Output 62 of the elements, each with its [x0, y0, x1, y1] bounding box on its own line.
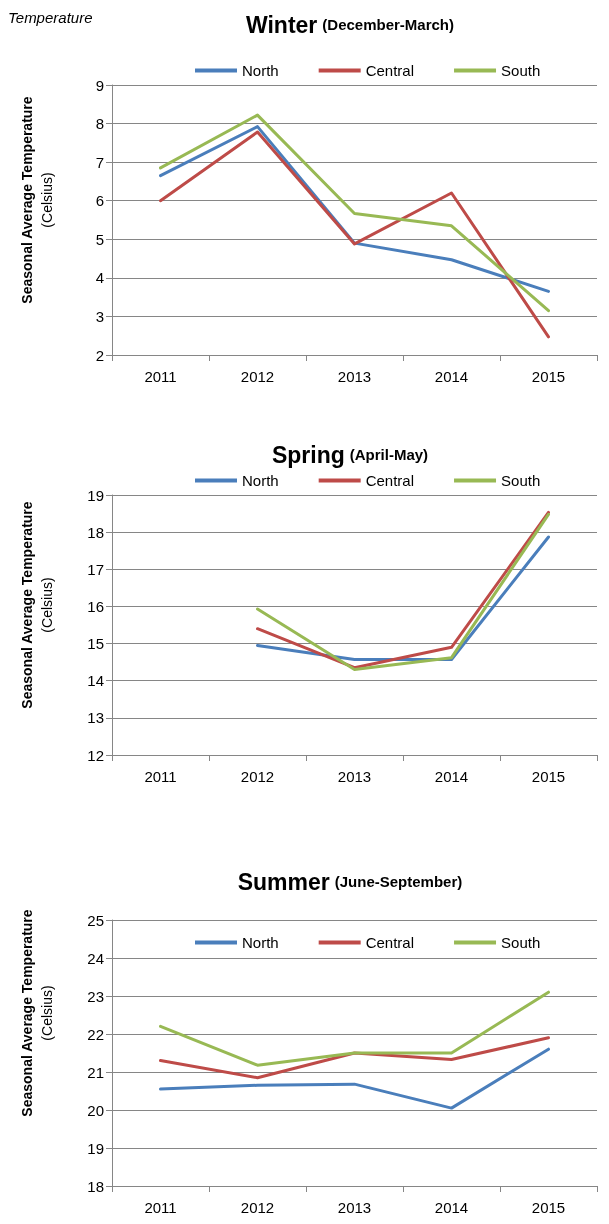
chart-subtitle: (December-March) — [322, 16, 455, 33]
y-tick-label: 2 — [95, 346, 104, 364]
y-axis-title: Seasonal Average Temperature (Celsius) — [19, 96, 55, 304]
x-tick-label: 2012 — [240, 768, 275, 785]
y-tick-label: 8 — [95, 115, 104, 133]
x-tick-label: 2013 — [337, 1199, 372, 1216]
y-tick-label: 17 — [87, 560, 104, 578]
x-tick-label: 2014 — [434, 1199, 469, 1216]
x-tick-label: 2013 — [337, 368, 372, 385]
y-tick-label: 3 — [95, 307, 104, 325]
y-tick-label: 23 — [87, 987, 104, 1005]
text: Temperature — [8, 9, 93, 26]
y-tick-label: 14 — [87, 672, 104, 690]
y-tick-label: 25 — [87, 911, 104, 929]
line-series — [159, 130, 550, 339]
x-tick-label: 2012 — [240, 368, 275, 385]
chart-subtitle: (June-September) — [334, 873, 463, 890]
line-series — [159, 990, 550, 1067]
y-tick-label: 4 — [95, 269, 104, 287]
y-axis-title: Seasonal Average Temperature (Celsius) — [19, 909, 55, 1117]
x-tick-label: 2013 — [337, 768, 372, 785]
y-tick-label: 13 — [87, 709, 104, 727]
legend-label: Central — [365, 472, 415, 489]
legend-label: South — [501, 472, 541, 489]
y-tick-label: 19 — [87, 1139, 104, 1157]
y-tick-label: 15 — [87, 635, 104, 653]
y-tick-label: 24 — [87, 949, 104, 967]
legend-label: North — [242, 934, 279, 951]
y-tick-label: 6 — [95, 192, 104, 210]
y-tick-label: 16 — [87, 597, 104, 615]
legend-label: South — [501, 62, 541, 79]
y-tick-label: 7 — [95, 153, 104, 171]
x-tick-label: 2014 — [434, 768, 469, 785]
legend-label: North — [242, 472, 279, 489]
x-tick-label: 2015 — [531, 1199, 566, 1216]
y-axis-title: Seasonal Average Temperature (Celsius) — [19, 501, 55, 709]
y-tick-label: 19 — [87, 486, 104, 504]
x-tick-label: 2014 — [434, 368, 469, 385]
x-tick-label: 2012 — [240, 1199, 275, 1216]
chart-subtitle: (April-May) — [349, 446, 429, 463]
legend-label: North — [242, 62, 279, 79]
y-tick-label: 5 — [95, 230, 104, 248]
chart-title: Summer — [237, 868, 330, 895]
x-tick-label: 2015 — [531, 768, 566, 785]
legend-label: Central — [365, 934, 415, 951]
line-series — [159, 1047, 550, 1110]
y-tick-label: 9 — [95, 76, 104, 94]
legend-label: South — [501, 934, 541, 951]
chart-title: Winter — [245, 11, 318, 38]
x-tick-label: 2011 — [144, 768, 177, 785]
x-tick-label: 2011 — [144, 368, 177, 385]
line-series — [159, 113, 550, 313]
y-tick-label: 20 — [87, 1101, 104, 1119]
chart-title: Spring — [271, 441, 345, 468]
y-tick-label: 18 — [87, 1177, 104, 1195]
y-tick-label: 12 — [87, 746, 104, 764]
legend-label: Central — [365, 62, 415, 79]
x-tick-label: 2015 — [531, 368, 566, 385]
x-tick-label: 2011 — [144, 1199, 177, 1216]
y-tick-label: 22 — [87, 1025, 104, 1043]
y-tick-label: 21 — [87, 1063, 104, 1081]
y-tick-label: 18 — [87, 523, 104, 541]
